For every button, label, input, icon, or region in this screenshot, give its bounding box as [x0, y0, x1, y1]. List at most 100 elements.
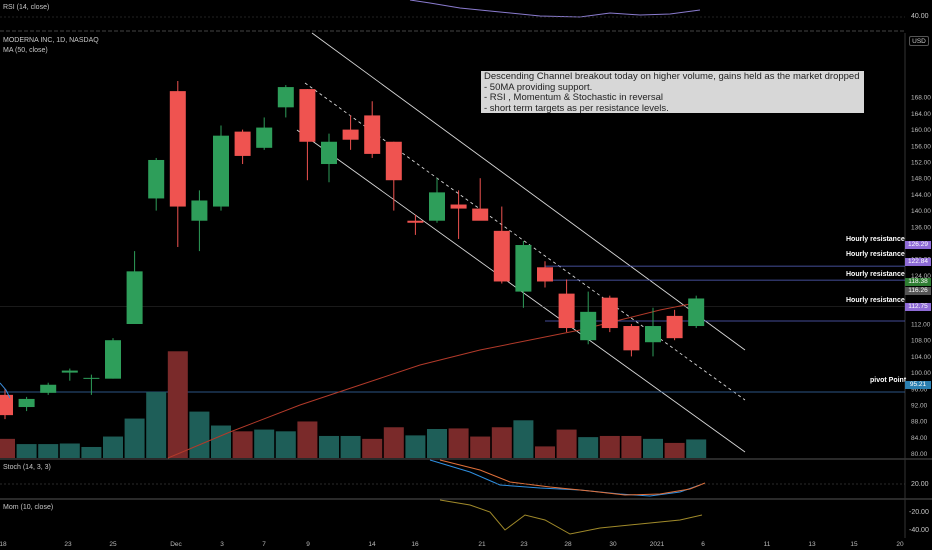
- volume-bar: [0, 438, 15, 458]
- volume-bar: [275, 431, 296, 458]
- price-tick-152: 152.00: [911, 160, 931, 167]
- tag-118-38: 118.38: [905, 278, 931, 286]
- candle-body: [148, 159, 165, 199]
- x-tick-label: 20: [896, 541, 904, 548]
- price-tick-112: 112.00: [911, 322, 931, 329]
- volume-bar: [599, 435, 620, 458]
- candle-body: [558, 293, 575, 329]
- annotation-line-4: - short term targets as per resistance l…: [484, 102, 669, 114]
- volume-bar: [362, 438, 383, 458]
- candle-body: [18, 398, 35, 408]
- candle-body: [429, 192, 445, 221]
- volume-bar: [383, 427, 404, 458]
- volume-bar: [81, 446, 102, 458]
- mom-tick-neg40: -40.00: [909, 527, 929, 534]
- analysis-annotation: Descending Channel breakout today on hig…: [481, 71, 864, 113]
- volume-bar: [578, 437, 599, 458]
- tag-116-26: 116.26: [905, 287, 931, 295]
- volume-bar: [513, 420, 534, 458]
- candle-body: [0, 394, 13, 416]
- candle-body: [515, 245, 532, 292]
- x-tick-label: 11: [764, 541, 771, 548]
- candle-body: [213, 135, 229, 207]
- price-tick-144: 144.00: [911, 192, 931, 199]
- candle-body: [61, 370, 78, 373]
- rsi-line: [409, 0, 701, 18]
- stoch-d-line: [439, 459, 706, 496]
- candle-body: [299, 89, 316, 142]
- candle-body: [472, 208, 489, 221]
- x-tick-label: 23: [64, 541, 72, 548]
- momentum-line: [439, 499, 703, 535]
- candle-body: [83, 377, 100, 379]
- price-tick-148: 148.00: [911, 176, 931, 183]
- candle-body: [450, 204, 467, 209]
- volume-bar: [167, 351, 188, 458]
- tag-95-21: 95.21: [905, 381, 931, 389]
- volume-bar: [232, 431, 253, 458]
- x-tick-label: 23: [520, 541, 528, 548]
- volume-bar: [211, 425, 231, 458]
- candle-body: [364, 115, 381, 154]
- volume-bar: [686, 439, 707, 458]
- price-tick-100: 100.00: [911, 370, 931, 377]
- x-tick-label: 14: [368, 541, 376, 548]
- candle-body: [493, 230, 510, 282]
- x-tick-label: 28: [564, 541, 572, 548]
- candle-body: [277, 87, 294, 108]
- volume-bar: [254, 429, 275, 458]
- candle-body: [40, 384, 57, 393]
- volume-bar: [643, 438, 663, 458]
- stoch-title: Stoch (14, 3, 3): [3, 464, 51, 471]
- candle-body: [234, 131, 251, 156]
- candle-body: [537, 267, 553, 282]
- candle-body: [666, 315, 683, 339]
- candle-body: [169, 91, 186, 207]
- x-tick-label: 16: [411, 541, 419, 548]
- volume-bar: [340, 435, 361, 458]
- volume-bar: [448, 428, 469, 458]
- x-tick-label: 3: [220, 541, 224, 548]
- volume-bar: [491, 427, 512, 458]
- x-tick-label: 15: [850, 541, 858, 548]
- volume-bar: [124, 418, 145, 458]
- volume-bar: [59, 443, 80, 458]
- volume-bar: [319, 435, 339, 458]
- x-tick-label: Dec: [170, 541, 182, 548]
- volume-bar: [405, 435, 426, 458]
- price-tick-156: 156.00: [911, 143, 931, 150]
- volume-bar: [427, 429, 447, 458]
- candle-body: [342, 129, 359, 140]
- ma50-line: [167, 301, 701, 459]
- volume-bar: [556, 429, 577, 458]
- x-tick-label: 7: [262, 541, 266, 548]
- annotation-line-1: Descending Channel breakout today on hig…: [484, 71, 860, 82]
- candle-body: [580, 311, 597, 341]
- rsi-tick-40: 40.00: [911, 13, 929, 20]
- price-tick-88: 88.00: [911, 419, 928, 426]
- candle-body: [385, 141, 402, 181]
- resistance-label-2: Hourly resistance: [846, 251, 905, 258]
- currency-button[interactable]: USD: [909, 36, 929, 46]
- x-tick-label: 2021: [650, 541, 665, 548]
- volume-bar: [535, 446, 555, 458]
- main-chart-title: MODERNA INC, 1D, NASDAQ: [3, 37, 99, 44]
- price-tick-164: 164.00: [911, 111, 931, 118]
- pivot-label: pivot Point: [870, 377, 907, 384]
- candle-body: [191, 200, 208, 221]
- price-tick-136: 136.00: [911, 224, 931, 231]
- price-tick-124: 124.00: [911, 273, 931, 280]
- candle-body: [601, 297, 618, 329]
- volume-bar: [621, 435, 642, 458]
- x-tick-label: 25: [109, 541, 117, 548]
- candle-body: [256, 127, 273, 148]
- volume-bar: [470, 436, 491, 458]
- candle-body: [645, 326, 661, 343]
- x-tick-label: 21: [478, 541, 486, 548]
- volume-bar: [297, 421, 318, 458]
- price-tick-104: 104.00: [911, 354, 931, 361]
- volume-bar: [146, 391, 167, 458]
- tag-112-75: 112.75: [905, 303, 931, 311]
